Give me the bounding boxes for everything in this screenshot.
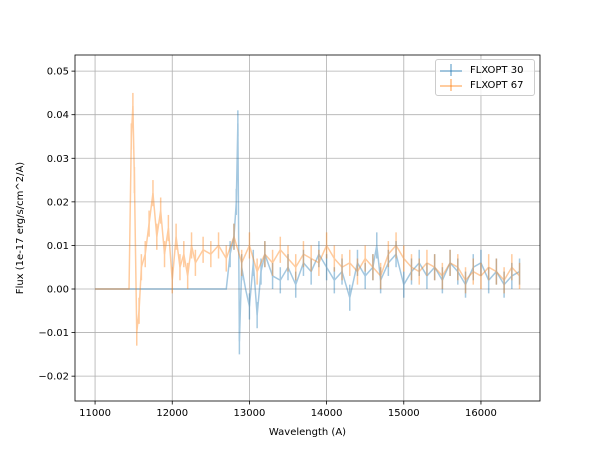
series-flxopt-67 <box>95 92 521 346</box>
x-tick-label: 13000 <box>234 408 266 419</box>
y-axis-label: Flux (1e-17 erg/s/cm^2/A) <box>15 162 26 294</box>
legend-item-flxopt-67: FLXOPT 67 <box>440 78 523 92</box>
legend-item-flxopt-30: FLXOPT 30 <box>440 63 523 77</box>
x-tick-label: 12000 <box>156 408 188 419</box>
legend-swatch <box>440 79 462 91</box>
y-tick-label: 0.04 <box>47 110 69 121</box>
legend: FLXOPT 30 FLXOPT 67 <box>435 59 535 96</box>
legend-label: FLXOPT 67 <box>470 79 524 91</box>
x-tick-label: 16000 <box>465 408 497 419</box>
x-tick-label: 15000 <box>388 408 420 419</box>
y-tick-label: 0.01 <box>47 241 69 252</box>
y-tick-label: 0.02 <box>47 197 69 208</box>
y-tick-label: 0.05 <box>47 67 69 78</box>
axes-frame <box>74 54 541 402</box>
legend-label: FLXOPT 30 <box>470 64 524 76</box>
y-tick-label: −0.02 <box>38 372 69 383</box>
x-axis-label: Wavelength (A) <box>269 427 346 438</box>
y-tick-label: 0.00 <box>47 285 69 296</box>
y-tick-label: 0.03 <box>47 154 69 165</box>
series-line <box>95 123 520 342</box>
series-line <box>95 105 521 333</box>
legend-swatch <box>440 64 462 76</box>
x-tick-label: 14000 <box>311 408 343 419</box>
series-flxopt-30 <box>95 110 521 355</box>
x-tick-label: 11000 <box>79 408 111 419</box>
y-tick-label: −0.01 <box>38 328 69 339</box>
